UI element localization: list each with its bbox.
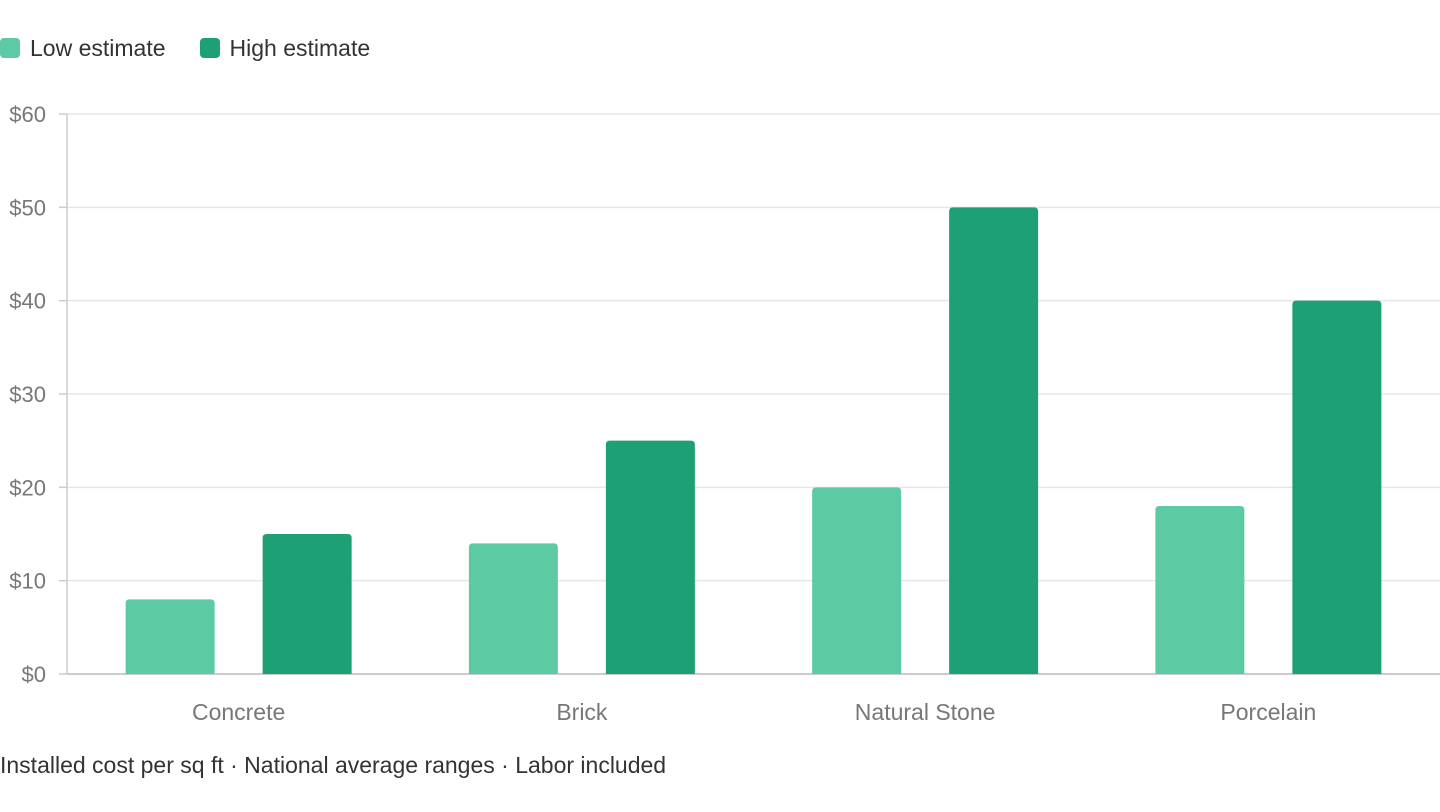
legend-swatch-high <box>199 38 220 58</box>
bar-chart: $0 $10 $20 $30 $40 $50 $60 Concrete Brick Natural… <box>9 102 1440 725</box>
bar-high <box>605 440 695 674</box>
bar-low <box>1155 506 1245 674</box>
legend-swatch-low <box>0 38 20 58</box>
bar-low <box>812 487 902 674</box>
x-tick-label: Natural Stone <box>855 699 996 725</box>
chart-legend: Low estimate High estimate <box>0 32 370 64</box>
y-tick-label: $20 <box>9 475 46 500</box>
legend-label-high: High estimate <box>229 34 371 61</box>
y-tick-label: $40 <box>9 289 46 314</box>
y-tick-label: $50 <box>9 195 46 220</box>
legend-item-low: Low estimate <box>0 35 166 62</box>
chart-footnote: Installed cost per sq ft · National aver… <box>0 752 667 778</box>
bar-high <box>1292 300 1382 674</box>
x-tick-label: Porcelain <box>1220 699 1316 725</box>
y-tick-label: $60 <box>9 102 46 127</box>
x-tick-label: Concrete <box>192 699 285 725</box>
bar-high <box>949 207 1039 675</box>
bar-low <box>125 599 215 674</box>
bar-high <box>262 534 352 674</box>
y-tick-label: $30 <box>9 382 46 407</box>
y-tick-label: $0 <box>22 662 46 687</box>
y-tick-label: $10 <box>9 569 46 594</box>
x-tick-label: Brick <box>556 699 608 725</box>
bar-low <box>468 543 558 674</box>
legend-item-high: High estimate <box>199 34 371 62</box>
legend-label-low: Low estimate <box>30 34 166 61</box>
